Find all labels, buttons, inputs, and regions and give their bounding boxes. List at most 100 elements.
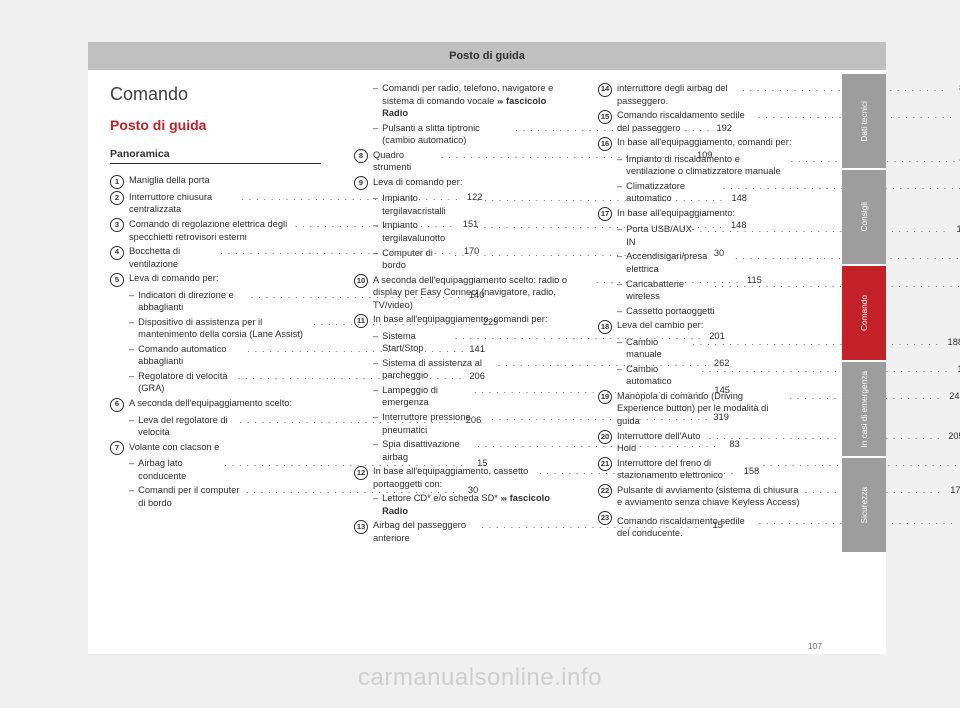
item-label: Interruttore pressione pneumatici bbox=[382, 411, 491, 436]
dot-leader: . . . . . . . . . . . . . . . . . . . . … bbox=[692, 336, 941, 349]
item-label: Comando automatico abbaglianti bbox=[138, 343, 247, 368]
toc-item: 17In base all'equipaggiamento: bbox=[598, 207, 820, 222]
dash-icon: – bbox=[373, 247, 382, 260]
side-tab[interactable]: Sicurezza bbox=[842, 458, 886, 552]
item-label: Interruttore del freno di stazionamento … bbox=[617, 457, 762, 482]
dash-icon: – bbox=[129, 316, 138, 329]
page-ref: 48, 46 bbox=[955, 153, 960, 166]
item-label: Impianto di riscaldamento e ventilazione… bbox=[626, 153, 791, 178]
dot-leader: . . . . . . . . . . . . . . . . . . . . … bbox=[700, 223, 950, 236]
toc-item: 11In base all'equipaggiamento, comandi p… bbox=[354, 313, 576, 328]
dash-icon: – bbox=[617, 180, 626, 193]
dash-icon: – bbox=[373, 384, 382, 397]
item-label: Leva del cambio per: bbox=[617, 319, 820, 332]
h1-title: Comando bbox=[110, 82, 332, 106]
dash-icon: – bbox=[617, 278, 626, 291]
dash-icon: – bbox=[129, 414, 138, 427]
page-ref: 188 bbox=[941, 336, 960, 349]
h3-overview: Panoramica bbox=[110, 147, 321, 164]
side-tab[interactable]: In casi di emergenza bbox=[842, 362, 886, 456]
page-ref: 154 bbox=[954, 515, 960, 528]
toc-item: 6A seconda dell'equipaggiamento scelto: bbox=[110, 397, 332, 412]
item-label: A seconda dell'equipaggiamento scelto: r… bbox=[373, 274, 596, 312]
page-ref: 83 bbox=[947, 82, 960, 95]
dash-icon: – bbox=[617, 305, 626, 318]
side-tab[interactable]: Dati tecnici bbox=[842, 74, 886, 168]
item-label: Comandi per il computer di bordo bbox=[138, 484, 246, 509]
item-label: Quadro strumenti bbox=[373, 149, 441, 174]
toc-item: 1Maniglia della porta bbox=[110, 174, 332, 189]
item-label: In base all'equipaggiamento, comandi per… bbox=[373, 313, 576, 326]
toc-item: 21Interruttore del freno di stazionament… bbox=[598, 457, 820, 482]
item-number-bullet: 3 bbox=[110, 218, 124, 232]
page-number: 107 bbox=[808, 641, 822, 651]
toc-subitem: –Pulsanti a slitta tiptronic (cambio aut… bbox=[373, 122, 576, 147]
toc-item: 20Interruttore dell'Auto Hold . . . . . … bbox=[598, 430, 820, 455]
item-label: Comando riscaldamento sedile del passegg… bbox=[617, 109, 758, 134]
item-label: In base all'equipaggiamento, comandi per… bbox=[617, 136, 820, 149]
toc-subitem: –Impianto di riscaldamento e ventilazion… bbox=[617, 153, 820, 178]
dash-icon: – bbox=[373, 330, 382, 343]
toc-item: 23Comando riscaldamento sedile del condu… bbox=[598, 511, 820, 540]
toc-subitem: –Cambio automatico . . . . . . . . . . .… bbox=[617, 363, 820, 388]
toc-subitem: –Climatizzatore automatico . . . . . . .… bbox=[617, 180, 820, 205]
toc-subitem: –Regolatore di velocità (GRA) . . . . . … bbox=[129, 370, 332, 395]
toc-item: 9 Leva di comando per: bbox=[354, 176, 576, 191]
dash-icon: – bbox=[129, 343, 138, 356]
toc-item: 19Manopola di comando (Driving Experienc… bbox=[598, 390, 820, 428]
toc-subitem: –Comandi per il computer di bordo . . . … bbox=[129, 484, 332, 509]
toc-subitem: –Airbag lato conducente . . . . . . . . … bbox=[129, 457, 332, 482]
toc-item: 14interruttore degli airbag del passegge… bbox=[598, 82, 820, 107]
item-label: Dispositivo di assistenza per il manteni… bbox=[138, 316, 313, 341]
item-number-bullet: 12 bbox=[354, 466, 368, 480]
item-number-bullet: 10 bbox=[354, 274, 368, 288]
item-number-bullet: 18 bbox=[598, 320, 612, 334]
page-ref: 241 bbox=[943, 390, 960, 403]
dash-icon: – bbox=[617, 336, 626, 349]
item-number-bullet: 7 bbox=[110, 441, 124, 455]
item-label: Caricabatterie wireless bbox=[626, 278, 714, 303]
page-ref: 154 bbox=[954, 109, 960, 122]
side-tab-label: Dati tecnici bbox=[859, 101, 869, 142]
item-label: Manopola di comando (Driving Experience … bbox=[617, 390, 789, 428]
item-label: Cambio automatico bbox=[626, 363, 701, 388]
side-tab[interactable]: Consigli bbox=[842, 170, 886, 264]
dash-icon: – bbox=[373, 411, 382, 424]
toc-item: 10A seconda dell'equipaggiamento scelto:… bbox=[354, 274, 576, 312]
item-label: Accendisigari/presa elettrica bbox=[626, 250, 735, 275]
dash-icon: – bbox=[617, 363, 626, 376]
dash-icon: – bbox=[373, 82, 382, 95]
item-label: In base all'equipaggiamento: bbox=[617, 207, 820, 220]
item-label: In base all'equipaggiamento, cassetto po… bbox=[373, 465, 539, 490]
toc-item: 22Pulsante di avviamento (sistema di chi… bbox=[598, 484, 820, 509]
dot-leader: . . . . . . . . . . . . . . . . . . . . … bbox=[709, 430, 942, 443]
item-number-bullet: 2 bbox=[110, 191, 124, 205]
content-columns: Comando Posto di guida Panoramica 1Manig… bbox=[110, 82, 820, 640]
dash-icon: – bbox=[373, 192, 382, 205]
toc-subitem: –Comando automatico abbaglianti . . . . … bbox=[129, 343, 332, 368]
toc-item: 2Interruttore chiusura centralizzata . .… bbox=[110, 191, 332, 216]
toc-subitem: –Comandi per radio, telefono, navigatore… bbox=[373, 82, 576, 120]
watermark: carmanualsonline.info bbox=[0, 664, 960, 692]
toc-item: 3 Comando di regolazione elettrica degli … bbox=[110, 218, 332, 243]
side-tab[interactable]: Comando bbox=[842, 266, 886, 360]
dash-icon: – bbox=[129, 289, 138, 302]
toc-item: 16In base all'equipaggiamento, comandi p… bbox=[598, 136, 820, 151]
toc-subitem: –Impianto tergilavacristalli . . . . . .… bbox=[373, 192, 576, 217]
toc-item: 5Leva di comando per: bbox=[110, 272, 332, 287]
dash-icon: – bbox=[373, 219, 382, 232]
item-label: Comando di regolazione elettrica degli s… bbox=[129, 218, 295, 243]
toc-subitem: –Accendisigari/presa elettrica . . . . .… bbox=[617, 250, 820, 275]
toc-subitem: –Sistema Start/Stop . . . . . . . . . . … bbox=[373, 330, 576, 355]
toc-item: 13Airbag del passeggero anteriore . . . … bbox=[354, 519, 576, 544]
item-label: Sistema di assistenza al parcheggio bbox=[382, 357, 498, 382]
item-number-bullet: 22 bbox=[598, 484, 612, 498]
toc-item: 18 Leva del cambio per: bbox=[598, 319, 820, 334]
page-ref: 189 bbox=[951, 363, 960, 376]
item-number-bullet: 1 bbox=[110, 175, 124, 189]
item-number-bullet: 9 bbox=[354, 176, 368, 190]
item-label: Leva di comando per: bbox=[373, 176, 576, 189]
item-label: Volante con clacson e bbox=[129, 441, 332, 454]
item-label: Interruttore chiusura centralizzata bbox=[129, 191, 241, 216]
toc-item: 12 In base all'equipaggiamento, cassetto … bbox=[354, 465, 576, 490]
